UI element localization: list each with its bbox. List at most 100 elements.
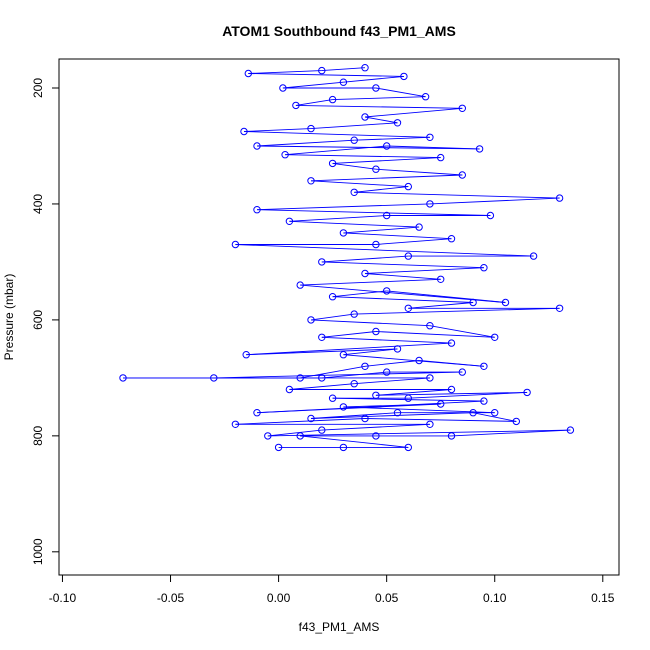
series-segment <box>295 99 333 106</box>
data-point <box>501 298 510 307</box>
series-segment <box>343 348 398 356</box>
data-point <box>292 101 300 110</box>
series-segment <box>256 209 491 216</box>
series-segment <box>332 296 474 303</box>
data-point <box>318 66 326 75</box>
series-segment <box>246 342 452 356</box>
series-segment <box>354 136 430 141</box>
x-tick-label: -0.05 <box>157 591 185 605</box>
data-point <box>361 362 369 370</box>
data-point <box>372 84 380 92</box>
data-point <box>372 165 380 173</box>
chart-title: ATOM1 Southbound f43_PM1_AMS <box>222 23 456 39</box>
data-point <box>350 188 358 197</box>
data-point <box>404 394 412 402</box>
series-segment <box>246 348 398 356</box>
series-segment <box>289 220 420 228</box>
x-axis: -0.10 -0.05 0.00 0.05 0.10 0.15 <box>49 574 615 605</box>
data-point <box>469 409 477 417</box>
series-segment <box>213 371 463 379</box>
series-segment <box>289 383 355 390</box>
series-segment <box>332 397 484 402</box>
series-segment <box>354 377 430 385</box>
data-point <box>318 258 326 266</box>
series-segment <box>343 226 420 234</box>
data-point <box>361 269 369 278</box>
series-segment <box>243 128 312 132</box>
data-point <box>383 142 391 150</box>
y-tick-label: 600 <box>31 310 45 330</box>
data-point <box>296 281 304 289</box>
data-point <box>480 397 488 405</box>
y-tick-label: 1000 <box>31 538 45 565</box>
data-point <box>339 351 348 359</box>
series-segment <box>364 360 420 367</box>
data-point <box>426 374 434 382</box>
series-segment <box>310 319 430 327</box>
data-point <box>361 64 369 72</box>
series-segment <box>235 244 534 257</box>
plot-frame <box>58 58 620 576</box>
series-segment <box>310 122 398 130</box>
series-segment <box>343 354 484 367</box>
data-point <box>372 327 380 336</box>
data-point <box>307 414 315 423</box>
series-segment <box>451 429 571 437</box>
data-point <box>400 72 408 81</box>
data-point <box>491 333 499 341</box>
data-point <box>404 443 412 452</box>
series-segment <box>289 215 387 222</box>
data-point <box>523 388 531 397</box>
data-series <box>119 64 575 452</box>
series-segment <box>295 104 463 109</box>
series-segment <box>375 87 426 98</box>
series-segment <box>248 70 322 74</box>
series-segment <box>300 278 441 286</box>
x-tick-label: 0.05 <box>375 591 399 605</box>
data-point <box>339 443 348 452</box>
series-segment <box>343 232 452 240</box>
series-segment <box>354 307 560 315</box>
series-segment <box>235 418 366 425</box>
data-point <box>480 362 488 370</box>
series-segment <box>321 261 484 269</box>
x-axis-label: f43_PM1_AMS <box>299 620 380 634</box>
series-segment <box>408 391 528 399</box>
data-point <box>318 374 326 382</box>
series-segment <box>256 203 430 211</box>
data-point <box>426 200 434 208</box>
data-point <box>274 443 283 452</box>
series-segment <box>354 186 409 193</box>
data-point <box>328 394 337 402</box>
series-segment <box>267 429 322 437</box>
data-point <box>279 84 287 92</box>
data-point <box>486 211 495 220</box>
y-tick-label: 400 <box>31 194 45 214</box>
data-point <box>285 217 294 226</box>
series-segment <box>267 429 571 437</box>
y-tick-label: 800 <box>31 426 45 446</box>
series-segment <box>408 302 474 309</box>
series-segment <box>375 168 463 176</box>
data-point <box>242 351 250 359</box>
series-segment <box>364 116 398 124</box>
series-segment <box>300 365 366 379</box>
data-point <box>296 374 304 382</box>
data-point <box>350 380 358 388</box>
series-segment <box>300 435 409 448</box>
data-point <box>393 409 402 417</box>
data-point <box>231 420 240 428</box>
data-point <box>426 322 434 330</box>
series-segment <box>256 145 480 150</box>
series-segment <box>248 73 404 77</box>
data-point <box>447 339 456 347</box>
series-segment <box>364 418 517 422</box>
series-segment <box>332 157 441 164</box>
x-tick-label: -0.10 <box>49 591 77 605</box>
data-point <box>350 310 358 318</box>
data-point <box>244 69 253 78</box>
series-segment <box>375 331 495 338</box>
data-point <box>339 229 348 237</box>
data-point <box>328 159 337 168</box>
data-point <box>307 177 315 185</box>
